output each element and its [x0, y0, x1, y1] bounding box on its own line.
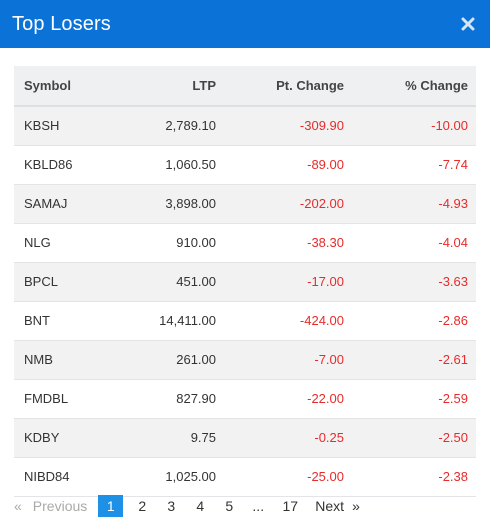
cell-ltp: 2,789.10	[165, 118, 216, 134]
cell-ltp: 9.75	[190, 430, 216, 445]
table-row[interactable]: KBSH 2,789.10 -309.90 -10.00	[14, 106, 476, 145]
cell-symbol[interactable]: BPCL	[24, 274, 58, 289]
column-header-pt-change[interactable]: Pt. Change	[218, 66, 348, 107]
cell-pt-change: -202.00	[299, 196, 344, 211]
cell-symbol[interactable]: KBLD86	[24, 157, 73, 172]
cell-pt-change: -22.00	[307, 391, 344, 406]
cell-symbol[interactable]: SAMAJ	[24, 196, 68, 211]
cell-pct-change: -10.00	[431, 118, 468, 134]
cell-pct-change: -2.61	[438, 352, 468, 367]
table-row[interactable]: SAMAJ 3,898.00 -202.00 -4.93	[14, 184, 476, 223]
cell-ltp: 3,898.00	[165, 196, 216, 211]
cell-pt-change: -38.30	[307, 235, 344, 250]
cell-ltp: 1,060.50	[165, 157, 216, 172]
next-icon[interactable]: »	[352, 498, 360, 514]
cell-pt-change: -424.00	[299, 313, 344, 328]
page-17-button[interactable]: 17	[282, 498, 299, 514]
previous-button: Previous	[32, 498, 88, 514]
cell-ltp: 451.00	[176, 274, 216, 289]
cell-symbol[interactable]: NIBD84	[24, 469, 70, 484]
page-3-button[interactable]: 3	[167, 498, 176, 514]
cell-ltp: 261.00	[176, 352, 216, 367]
table-row[interactable]: BNT 14,411.00 -424.00 -2.86	[14, 301, 476, 340]
cell-pct-change: -4.93	[438, 196, 468, 211]
table-row[interactable]: FMDBL 827.90 -22.00 -2.59	[14, 379, 476, 418]
cell-ltp: 910.00	[176, 235, 216, 250]
cell-pt-change: -0.25	[314, 430, 344, 445]
losers-table-container: Symbol LTP Pt. Change % Change KBSH 2,789…	[14, 66, 476, 497]
table-header-row: Symbol LTP Pt. Change % Change	[14, 66, 476, 107]
table-row[interactable]: NIBD84 1,025.00 -25.00 -2.38	[14, 457, 476, 496]
column-header-ltp[interactable]: LTP	[134, 66, 218, 107]
column-header-pct-change[interactable]: % Change	[348, 66, 476, 107]
cell-symbol[interactable]: FMDBL	[24, 391, 69, 406]
table-row[interactable]: KDBY 9.75 -0.25 -2.50	[14, 418, 476, 457]
cell-symbol[interactable]: NLG	[24, 235, 51, 250]
modal-header: Top Losers	[0, 0, 490, 48]
cell-symbol[interactable]: BNT	[24, 313, 50, 328]
column-header-symbol[interactable]: Symbol	[14, 66, 134, 107]
losers-table: Symbol LTP Pt. Change % Change KBSH 2,789…	[14, 66, 476, 497]
cell-pt-change: -17.00	[307, 274, 344, 289]
cell-pct-change: -2.38	[438, 469, 468, 484]
cell-pt-change: -25.00	[307, 469, 344, 484]
cell-ltp: 827.90	[176, 391, 216, 406]
cell-pct-change: -2.50	[438, 430, 468, 445]
cell-pct-change: -4.04	[438, 235, 468, 250]
pagination-ellipsis: ...	[252, 498, 265, 514]
cell-symbol[interactable]: NMB	[24, 352, 53, 367]
cell-pct-change: -3.63	[438, 274, 468, 289]
cell-pct-change: -7.74	[438, 157, 468, 172]
previous-icon: «	[14, 498, 22, 514]
cell-pt-change: -7.00	[314, 352, 344, 367]
table-body: KBSH 2,789.10 -309.90 -10.00 KBLD86 1,060.50 -…	[14, 106, 476, 496]
modal-title: Top Losers	[12, 12, 111, 35]
next-button[interactable]: Next	[315, 498, 345, 514]
page-2-button[interactable]: 2	[138, 498, 147, 514]
table-row[interactable]: BPCL 451.00 -17.00 -3.63	[14, 262, 476, 301]
close-button[interactable]	[458, 14, 478, 34]
table-row[interactable]: NMB 261.00 -7.00 -2.61	[14, 340, 476, 379]
cell-pct-change: -2.59	[438, 391, 468, 406]
cell-symbol[interactable]: KBSH	[24, 118, 60, 134]
cell-pt-change: -309.90	[299, 118, 344, 134]
page-5-button[interactable]: 5	[225, 498, 234, 514]
page-1-button[interactable]: 1	[98, 495, 124, 517]
cell-ltp: 14,411.00	[159, 313, 216, 328]
table-row[interactable]: KBLD86 1,060.50 -89.00 -7.74	[14, 145, 476, 184]
cell-symbol[interactable]: KDBY	[24, 430, 60, 445]
cell-pt-change: -89.00	[307, 157, 344, 172]
pagination: « Previous 1 2 3 4 5... 17 Next »	[14, 494, 369, 518]
page-4-button[interactable]: 4	[196, 498, 205, 514]
cell-pct-change: -2.86	[438, 313, 468, 328]
cell-ltp: 1,025.00	[165, 469, 216, 484]
close-icon	[461, 17, 475, 31]
table-row[interactable]: NLG 910.00 -38.30 -4.04	[14, 223, 476, 262]
